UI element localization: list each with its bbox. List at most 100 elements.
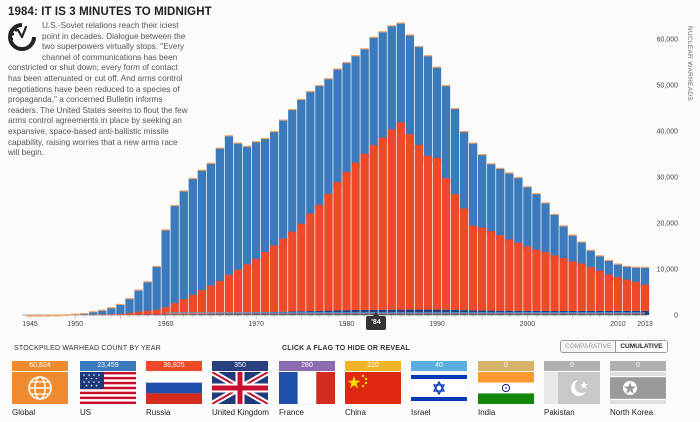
bar-russia [279,238,288,312]
bar-us [260,139,270,255]
country-north-korea[interactable]: 0 North Korea [610,361,666,417]
bar-others [260,312,270,315]
bar-total-cap [459,131,469,133]
story-panel: 1984: IT IS 3 MINUTES TO MIDNIGHT U.S.-S… [8,6,212,159]
bar-total-cap [315,85,324,87]
bar-others [478,310,487,315]
india-flag-icon [478,372,534,404]
bar-us [279,120,288,242]
bar-russia [107,314,116,315]
bar-total-cap [577,241,586,243]
bar-us [595,256,604,275]
bar-total-cap [215,147,225,150]
country-united-kingdom[interactable]: 350 United Kingdom [212,361,269,417]
bar-us [242,146,252,267]
cumulative-toggle-button[interactable]: CUMULATIVE [615,341,667,352]
x-tick-label: 2000 [520,321,536,328]
bar-total-cap [251,141,261,143]
bar-others [170,314,179,315]
bar-russia [514,242,523,311]
bar-total-cap [487,163,496,165]
bar-russia [622,279,632,311]
bar-total-cap [89,311,98,313]
bar-total-cap [125,298,134,300]
bar-others [270,312,279,315]
x-axis-ticks: 1945 1950 1960 1970 1980 1990 2000 2010 2013 [22,321,653,328]
comparative-toggle-button[interactable]: COMPARATIVE [561,341,616,352]
bar-us [152,267,161,311]
bar-total-cap [369,36,378,39]
bar-us [143,282,152,312]
country-label: Israel [411,408,431,417]
bar-russia [242,264,252,313]
bar-total-cap [586,249,595,252]
bar-us [559,226,568,263]
bar-russia [360,153,369,310]
bar-total-cap [188,177,197,180]
bar-total-cap [523,186,532,188]
bar-russia [523,246,532,311]
bar-russia [369,145,378,310]
bar-total-cap [450,108,460,110]
bar-total-cap [360,48,369,50]
bar-total-cap [233,142,243,145]
bar-us [333,69,342,187]
bar-total-cap [52,314,62,317]
bar-us [622,266,632,284]
country-us[interactable]: 23,459 US [80,361,136,417]
bar-total-cap [595,255,604,257]
bar-total-cap [432,66,442,69]
bar-total-cap [559,225,568,227]
bar-total-cap [170,204,179,207]
country-label: North Korea [610,408,654,417]
bar-us [288,110,297,236]
bar-total-cap [197,169,206,172]
y-tick-label: 60,000 [657,37,679,44]
bar-total-cap [396,22,405,25]
bar-russia [405,134,415,310]
bar-us [613,264,623,282]
bar-us [306,92,315,218]
bar-us [450,109,460,200]
x-tick-label: 2013 [637,321,653,328]
bar-russia [324,193,333,311]
country-israel[interactable]: 40 Israel [411,361,467,417]
bar-russia [586,267,595,311]
bar-russia [251,258,261,313]
russia-flag-icon [146,372,202,404]
story-title: 1984: IT IS 3 MINUTES TO MIDNIGHT [8,6,212,18]
bar-russia [179,299,188,315]
bar-total-cap [541,202,550,204]
bar-total-cap [496,167,505,170]
china-flag-icon [345,372,401,404]
bar-russia [631,281,641,311]
bar-us [378,32,387,143]
bar-russia [378,137,387,310]
y-tick-label: 30,000 [657,175,679,182]
x-tick-label: 1945 [22,321,38,328]
country-global[interactable]: 60,824 Global [12,361,68,417]
bar-us [360,49,369,159]
bar-us [387,26,396,135]
bar-us [541,203,550,257]
bar-russia [333,181,342,311]
country-india[interactable]: 0 India [478,361,534,417]
selected-year-marker[interactable]: '84 [366,312,386,330]
country-china[interactable]: 220 China [345,361,401,417]
bar-us [550,215,559,260]
bar-total-cap [260,137,270,140]
country-label: India [478,408,496,417]
x-tick-label: 1960 [158,321,174,328]
bar-russia [559,258,568,311]
country-label: France [279,408,304,417]
bar-us [469,143,478,231]
country-russia[interactable]: 36,825 Russia [146,361,202,417]
bar-total-cap [25,314,35,317]
country-pakistan[interactable]: 0 Pakistan [544,361,600,417]
bar-us [568,235,577,266]
bar-total-cap [441,85,451,87]
bar-total-cap [613,263,623,266]
bar-total-cap [134,289,143,292]
country-france[interactable]: 280 France [279,361,335,417]
count-badge: 280 [279,361,335,371]
